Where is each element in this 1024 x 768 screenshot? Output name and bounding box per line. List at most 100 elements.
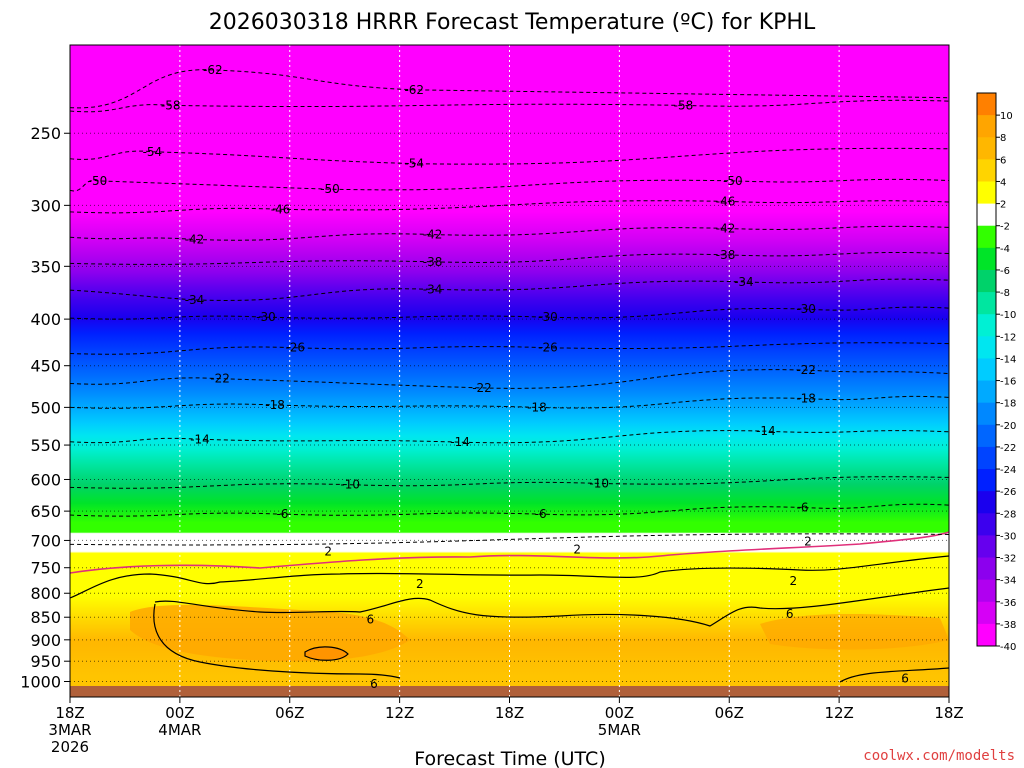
- colorbar-label: 2: [1000, 200, 1006, 211]
- colorbar-label: 8: [1000, 133, 1006, 144]
- contour-label: -58: [674, 98, 694, 112]
- contour-label: 2: [416, 577, 424, 591]
- colorbar-label: -8: [1000, 288, 1010, 299]
- dashed-isotherm: [70, 178, 949, 192]
- colorbar-swatch: [977, 336, 996, 359]
- dashed-isotherms: [70, 69, 949, 546]
- colorbar-label: -4: [1000, 244, 1010, 255]
- contour-label: -6: [535, 507, 547, 521]
- contour-labels: -62-62-58 -58-54-54-50-50-50-46-46-42 -42-…: [88, 63, 909, 691]
- colorbar-swatch: [977, 469, 996, 492]
- colorbar-swatch: [977, 557, 996, 581]
- colorbar-label: -22: [1000, 443, 1016, 454]
- contour-6c-lower: [153, 603, 401, 679]
- contour-label: -22: [796, 363, 816, 377]
- contour-label: -42: [185, 232, 205, 246]
- contour-label: -18: [265, 398, 285, 412]
- colorbar-label: -28: [1000, 509, 1016, 520]
- colorbar-label: -40: [1000, 642, 1016, 653]
- colorbar-swatch: [977, 181, 996, 205]
- plot-area: -62-62-58 -58-54-54-50-50-50-46-46-42 -42-…: [70, 45, 949, 697]
- contour-label: 2: [804, 535, 812, 549]
- x-tick-label: 12Z: [824, 704, 853, 722]
- colorbar-label: -14: [1000, 354, 1016, 365]
- contour-label: -50: [320, 182, 340, 196]
- colorbar-swatch: [977, 137, 996, 160]
- dashed-isotherm: [70, 503, 949, 517]
- contour-label: -6: [797, 500, 809, 514]
- warm-core-shading: [760, 614, 949, 650]
- y-tick-label: 650: [30, 502, 61, 521]
- colorbar-label: -36: [1000, 598, 1016, 609]
- contour-label: -18: [527, 400, 547, 414]
- contour-label: 2: [573, 542, 581, 556]
- dashed-isotherm: [70, 69, 949, 109]
- colorbar-label: -26: [1000, 487, 1016, 498]
- colorbar-swatch: [977, 93, 996, 116]
- freezing-line: [70, 531, 949, 574]
- contour-label: -62: [203, 63, 223, 77]
- colorbar-label: -30: [1000, 531, 1016, 542]
- contour-label: -34: [734, 275, 754, 289]
- contour-6c-surface: [839, 667, 949, 683]
- contour-label: -58: [161, 98, 181, 112]
- contour-label: -38: [423, 255, 443, 269]
- contour-label: -38: [716, 248, 736, 262]
- contour-label: -26: [538, 341, 558, 355]
- contour-label: -30: [538, 310, 558, 324]
- warmest-cell: [305, 646, 348, 661]
- contour-label: 6: [367, 613, 375, 627]
- contour-2c-warm: [70, 555, 949, 599]
- x-tick-label: 5MAR: [598, 721, 641, 739]
- colorbar-frame: [976, 92, 997, 647]
- contour-label: -42: [716, 221, 736, 235]
- colorbar-label: -20: [1000, 421, 1016, 432]
- colorbar-label: -6: [1000, 266, 1010, 277]
- x-tick-label: 2026: [51, 738, 89, 756]
- contour-label: -10: [340, 478, 360, 492]
- contour-label: 6: [901, 671, 909, 685]
- dashed-isotherm: [70, 99, 949, 113]
- y-tick-label: 300: [30, 196, 61, 215]
- colorbar-swatch: [977, 115, 996, 138]
- colorbar-swatch: [977, 269, 996, 293]
- contour-label: -14: [190, 432, 210, 446]
- contour-label: -18: [796, 392, 816, 406]
- y-tick-label: 1000: [20, 672, 61, 691]
- contour-label: -22: [472, 381, 492, 395]
- contour-label: -62: [404, 83, 424, 97]
- contour-label: -54: [404, 157, 424, 171]
- dashed-isotherm: [70, 278, 949, 301]
- contour-label: 6: [370, 677, 378, 691]
- contour-label: -42: [423, 228, 443, 242]
- contour-label: 2: [790, 574, 798, 588]
- colorbar-label: -10: [1000, 310, 1016, 321]
- x-tick-label: 4MAR: [158, 721, 201, 739]
- colorbar-swatch: [977, 380, 996, 404]
- colorbar-swatch: [977, 535, 996, 559]
- y-tick-label: 350: [30, 257, 61, 276]
- colorbar-label: 6: [1000, 155, 1006, 166]
- colorbar-swatch: [977, 247, 996, 271]
- colorbar-label: -12: [1000, 332, 1016, 343]
- y-tick-label: 450: [30, 357, 61, 376]
- contour-label: -22: [210, 372, 230, 386]
- y-axis: 250 300 350 400 450 500 550 600 650 700 750 800 850 9…: [20, 124, 70, 691]
- x-tick-label: 18Z: [55, 704, 84, 722]
- contour-label: -30: [256, 310, 276, 324]
- contour-label: -34: [185, 293, 205, 307]
- horizontal-grid: [70, 132, 949, 682]
- colorbar-swatch: [977, 446, 996, 470]
- colorbar-swatch: [977, 513, 996, 536]
- y-tick-label: 500: [30, 398, 61, 417]
- dashed-isotherm: [70, 225, 949, 241]
- colorbar-label: -24: [1000, 465, 1016, 476]
- dashed-isotherm: [70, 200, 949, 214]
- contour-label: -46: [716, 194, 736, 208]
- contour-6c: [154, 587, 949, 627]
- colorbar-label: -16: [1000, 377, 1016, 388]
- contour-label: -10: [589, 476, 609, 490]
- x-tick-label: 18Z: [934, 704, 963, 722]
- contour-label: -26: [285, 341, 305, 355]
